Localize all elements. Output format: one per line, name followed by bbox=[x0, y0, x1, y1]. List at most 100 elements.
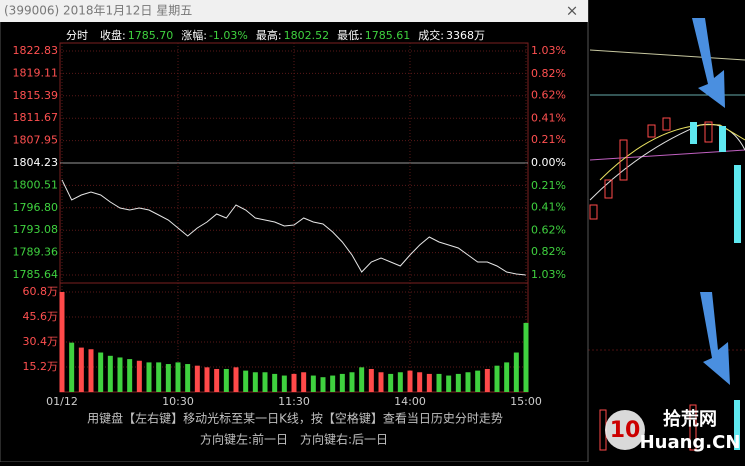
volume-bar bbox=[78, 347, 84, 392]
y2-tick-label: 0.21% bbox=[531, 179, 566, 192]
volume-bar bbox=[310, 375, 316, 392]
popup bbox=[0, 0, 589, 463]
y-tick-label: 1804.23 bbox=[13, 156, 59, 169]
y-tick-label: 1785.64 bbox=[13, 268, 59, 281]
y2-tick-label: 0.62% bbox=[531, 223, 566, 236]
header-label: 最高: bbox=[256, 28, 282, 42]
header-value: 1785.61 bbox=[365, 29, 411, 42]
volume-bar bbox=[330, 375, 336, 392]
volume-bar bbox=[417, 372, 423, 392]
y2-tick-label: 0.41% bbox=[531, 201, 566, 214]
header-label: 收盘: bbox=[100, 28, 126, 42]
y2-tick-label: 0.82% bbox=[531, 67, 566, 80]
volume-bar bbox=[107, 355, 113, 392]
volume-bar bbox=[88, 349, 94, 392]
volume-bar bbox=[214, 368, 220, 392]
y2-tick-label: 1.03% bbox=[531, 268, 566, 281]
volume-bar bbox=[194, 365, 200, 392]
volume-bar bbox=[513, 352, 519, 392]
y2-tick-label: 0.62% bbox=[531, 89, 566, 102]
y-tick-label: 1822.83 bbox=[13, 44, 59, 57]
volume-bar bbox=[523, 322, 529, 392]
volume-bar bbox=[368, 368, 374, 392]
volume-bar bbox=[320, 377, 326, 392]
volume-bar bbox=[339, 373, 345, 392]
volume-bar bbox=[465, 372, 471, 392]
x-tick-label: 10:30 bbox=[162, 395, 194, 408]
volume-bar bbox=[146, 362, 152, 392]
title-bar bbox=[0, 0, 588, 22]
volume-bar bbox=[426, 373, 432, 392]
y-tick-label: 60.8万 bbox=[23, 285, 59, 298]
header: 收盘: 1785.70 涨幅: -1.03% 最高: 1802.52 最低: 1785.61 成… bbox=[100, 28, 485, 42]
watermark-site: Huang.CN bbox=[640, 432, 741, 453]
close-button[interactable]: × bbox=[566, 2, 579, 20]
header-value: 1802.52 bbox=[284, 29, 330, 42]
volume-bar bbox=[136, 360, 142, 392]
header-mode: 分时 bbox=[66, 29, 88, 42]
watermark-name: 拾荒网 bbox=[663, 408, 717, 430]
volume-bar bbox=[291, 373, 297, 392]
header-value: 3368万 bbox=[446, 29, 485, 42]
volume-bar bbox=[504, 362, 510, 392]
y-tick-label: 15.2万 bbox=[23, 360, 59, 373]
footer-left: 方向键左:前一日 bbox=[200, 432, 288, 447]
volume-bar bbox=[359, 367, 365, 392]
volume-bar bbox=[175, 362, 181, 392]
background-kline: 10 bbox=[588, 18, 745, 451]
footer-right: 方向键右:后一日 bbox=[300, 432, 388, 447]
volume-bar bbox=[484, 368, 490, 392]
header-value: 1785.70 bbox=[128, 29, 174, 42]
y-tick-label: 1800.51 bbox=[13, 178, 59, 191]
volume-bar bbox=[233, 367, 239, 392]
y2-tick-label: 0.21% bbox=[531, 133, 566, 146]
x-tick-label: 15:00 bbox=[510, 395, 542, 408]
y2-tick-label: 0.82% bbox=[531, 245, 566, 258]
volume-bar bbox=[446, 375, 452, 392]
y-tick-label: 1793.08 bbox=[13, 223, 59, 236]
volume-bar bbox=[156, 362, 162, 392]
y-tick-label: 1796.80 bbox=[13, 201, 59, 214]
volume-bar bbox=[436, 373, 442, 392]
volume-bar bbox=[397, 372, 403, 392]
y-tick-label: 30.4万 bbox=[23, 335, 59, 348]
volume-bar bbox=[98, 352, 104, 392]
header-label: 成交: bbox=[418, 28, 444, 42]
header-value: -1.03% bbox=[209, 29, 248, 42]
volume-bar bbox=[252, 372, 258, 392]
y-tick-label: 1789.36 bbox=[13, 246, 59, 259]
header-label: 涨幅: bbox=[181, 29, 207, 42]
volume-bar bbox=[262, 372, 268, 392]
volume-bar bbox=[281, 375, 287, 392]
volume-bar bbox=[59, 292, 65, 392]
volume-bar bbox=[388, 373, 394, 392]
volume-bar bbox=[455, 373, 461, 392]
footer-hint: 用键盘【左右键】移动光标至某一日K线，按【空格键】查看当日历史分时走势 bbox=[87, 411, 503, 426]
y2-tick-label: 0.41% bbox=[531, 111, 566, 124]
volume-bar bbox=[349, 372, 355, 392]
y2-tick-label: 0.00% bbox=[531, 156, 566, 169]
volume-bar bbox=[204, 367, 210, 392]
volume-bar bbox=[272, 373, 278, 392]
x-tick-label: 11:30 bbox=[278, 395, 310, 408]
y-tick-label: 1811.67 bbox=[13, 111, 59, 124]
volume-bar bbox=[378, 372, 384, 392]
header-label: 最低: bbox=[337, 29, 363, 42]
plot: 1822.83 1819.11 1815.39 1811.67 1807.95 1804.… bbox=[13, 42, 566, 408]
volume-bar bbox=[185, 364, 191, 392]
volume-bar bbox=[301, 372, 307, 392]
svg-text:10: 10 bbox=[610, 418, 641, 443]
volume-bar bbox=[223, 368, 229, 392]
volume-bar bbox=[127, 359, 133, 392]
y-tick-label: 1815.39 bbox=[13, 89, 59, 102]
y2-tick-label: 1.03% bbox=[531, 44, 566, 57]
volume-bar bbox=[494, 365, 500, 392]
volume-bar bbox=[165, 364, 171, 392]
y-tick-label: 45.6万 bbox=[23, 310, 59, 323]
volume-bar bbox=[407, 370, 413, 392]
x-tick-label: 01/12 bbox=[46, 395, 78, 408]
volume-bar bbox=[475, 370, 481, 392]
x-tick-label: 14:00 bbox=[394, 395, 426, 408]
price-line bbox=[61, 179, 527, 276]
